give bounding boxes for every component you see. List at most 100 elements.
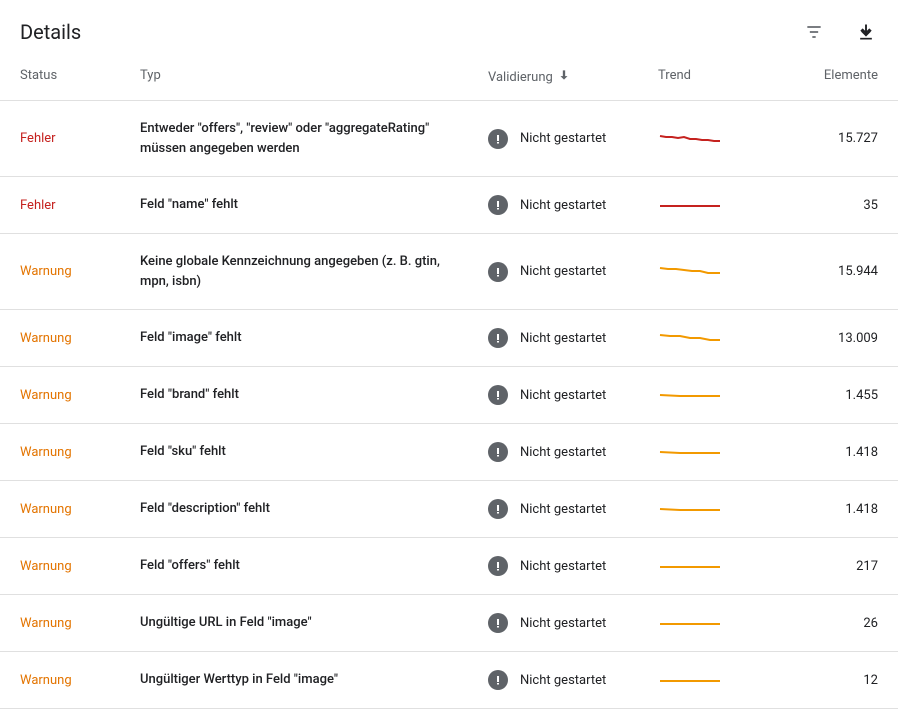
trend-sparkline xyxy=(658,671,722,689)
trend-cell xyxy=(658,557,798,575)
trend-cell xyxy=(658,443,798,461)
col-header-status[interactable]: Status xyxy=(20,68,140,86)
download-icon[interactable] xyxy=(854,20,878,44)
elements-cell: 35 xyxy=(798,198,878,213)
header-actions xyxy=(802,20,878,44)
validation-label: Nicht gestartet xyxy=(520,198,606,213)
status-cell: Warnung xyxy=(20,264,140,279)
trend-cell xyxy=(658,329,798,347)
status-cell: Warnung xyxy=(20,445,140,460)
filter-icon[interactable] xyxy=(802,20,826,44)
trend-sparkline xyxy=(658,130,722,148)
validation-label: Nicht gestartet xyxy=(520,388,606,403)
table-row[interactable]: WarnungUngültiger Werttyp in Feld "image… xyxy=(0,652,898,709)
col-header-validation-label: Validierung xyxy=(488,70,553,85)
elements-cell: 1.455 xyxy=(798,388,878,403)
status-cell: Warnung xyxy=(20,673,140,688)
info-circle-icon xyxy=(488,670,508,690)
info-circle-icon xyxy=(488,385,508,405)
page-header: Details xyxy=(0,0,898,54)
type-cell: Feld "brand" fehlt xyxy=(140,385,488,405)
table-row[interactable]: WarnungFeld "offers" fehlt Nicht gestarte… xyxy=(0,538,898,595)
table-row[interactable]: FehlerEntweder "offers", "review" oder "… xyxy=(0,101,898,177)
elements-cell: 1.418 xyxy=(798,445,878,460)
issues-table: Status Typ Validierung Trend Elemente Fe… xyxy=(0,54,898,709)
type-cell: Entweder "offers", "review" oder "aggreg… xyxy=(140,119,488,158)
validation-label: Nicht gestartet xyxy=(520,445,606,460)
info-circle-icon xyxy=(488,262,508,282)
status-cell: Warnung xyxy=(20,616,140,631)
status-cell: Warnung xyxy=(20,502,140,517)
type-cell: Feld "sku" fehlt xyxy=(140,442,488,462)
validation-cell: Nicht gestartet xyxy=(488,613,658,633)
table-row[interactable]: WarnungFeld "brand" fehlt Nicht gestartet… xyxy=(0,367,898,424)
trend-cell xyxy=(658,386,798,404)
validation-label: Nicht gestartet xyxy=(520,331,606,346)
validation-cell: Nicht gestartet xyxy=(488,262,658,282)
type-cell: Feld "name" fehlt xyxy=(140,195,488,215)
col-header-validation[interactable]: Validierung xyxy=(488,68,658,86)
validation-cell: Nicht gestartet xyxy=(488,129,658,149)
trend-sparkline xyxy=(658,263,722,281)
validation-cell: Nicht gestartet xyxy=(488,442,658,462)
status-cell: Warnung xyxy=(20,331,140,346)
table-row[interactable]: WarnungFeld "image" fehlt Nicht gestartet… xyxy=(0,310,898,367)
validation-label: Nicht gestartet xyxy=(520,673,606,688)
type-cell: Ungültiger Werttyp in Feld "image" xyxy=(140,670,488,690)
info-circle-icon xyxy=(488,613,508,633)
elements-cell: 15.944 xyxy=(798,264,878,279)
status-cell: Fehler xyxy=(20,198,140,213)
elements-cell: 1.418 xyxy=(798,502,878,517)
trend-cell xyxy=(658,263,798,281)
type-cell: Ungültige URL in Feld "image" xyxy=(140,613,488,633)
validation-label: Nicht gestartet xyxy=(520,616,606,631)
info-circle-icon xyxy=(488,195,508,215)
validation-cell: Nicht gestartet xyxy=(488,670,658,690)
table-header: Status Typ Validierung Trend Elemente xyxy=(0,54,898,101)
type-cell: Feld "description" fehlt xyxy=(140,499,488,519)
trend-sparkline xyxy=(658,443,722,461)
info-circle-icon xyxy=(488,328,508,348)
trend-cell xyxy=(658,671,798,689)
validation-cell: Nicht gestartet xyxy=(488,556,658,576)
elements-cell: 13.009 xyxy=(798,331,878,346)
info-circle-icon xyxy=(488,129,508,149)
validation-label: Nicht gestartet xyxy=(520,502,606,517)
trend-sparkline xyxy=(658,196,722,214)
trend-sparkline xyxy=(658,614,722,632)
table-row[interactable]: FehlerFeld "name" fehlt Nicht gestartet 35 xyxy=(0,177,898,234)
table-row[interactable]: WarnungFeld "description" fehlt Nicht ges… xyxy=(0,481,898,538)
table-row[interactable]: WarnungFeld "sku" fehlt Nicht gestartet 1.… xyxy=(0,424,898,481)
validation-label: Nicht gestartet xyxy=(520,264,606,279)
page-title: Details xyxy=(20,20,81,44)
col-header-elements[interactable]: Elemente xyxy=(798,68,878,86)
status-cell: Warnung xyxy=(20,388,140,403)
info-circle-icon xyxy=(488,442,508,462)
type-cell: Feld "offers" fehlt xyxy=(140,556,488,576)
type-cell: Feld "image" fehlt xyxy=(140,328,488,348)
table-row[interactable]: WarnungKeine globale Kennzeichnung angeg… xyxy=(0,234,898,310)
validation-cell: Nicht gestartet xyxy=(488,499,658,519)
trend-sparkline xyxy=(658,386,722,404)
trend-cell xyxy=(658,500,798,518)
info-circle-icon xyxy=(488,556,508,576)
trend-sparkline xyxy=(658,500,722,518)
trend-sparkline xyxy=(658,329,722,347)
validation-label: Nicht gestartet xyxy=(520,559,606,574)
col-header-type[interactable]: Typ xyxy=(140,68,488,86)
validation-cell: Nicht gestartet xyxy=(488,328,658,348)
elements-cell: 217 xyxy=(798,559,878,574)
validation-label: Nicht gestartet xyxy=(520,131,606,146)
col-header-trend[interactable]: Trend xyxy=(658,68,798,86)
sort-arrow-down-icon xyxy=(557,68,571,86)
status-cell: Fehler xyxy=(20,131,140,146)
elements-cell: 15.727 xyxy=(798,131,878,146)
elements-cell: 12 xyxy=(798,673,878,688)
trend-sparkline xyxy=(658,557,722,575)
status-cell: Warnung xyxy=(20,559,140,574)
table-row[interactable]: WarnungUngültige URL in Feld "image" Nich… xyxy=(0,595,898,652)
trend-cell xyxy=(658,130,798,148)
trend-cell xyxy=(658,614,798,632)
type-cell: Keine globale Kennzeichnung angegeben (z… xyxy=(140,252,488,291)
elements-cell: 26 xyxy=(798,616,878,631)
